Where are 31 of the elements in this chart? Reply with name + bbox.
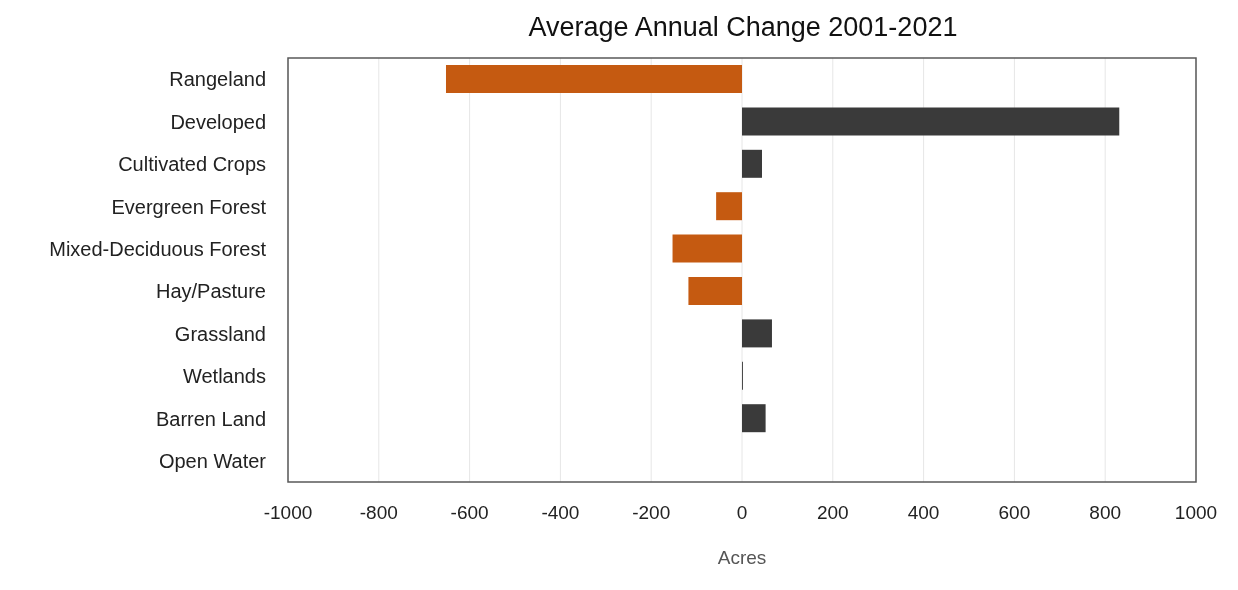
x-tick-label: -1000 (263, 502, 313, 524)
bar (672, 234, 742, 263)
bar (445, 65, 742, 93)
chart-title: Average Annual Change 2001-2021 (527, 12, 959, 43)
x-tick-label: 800 (1089, 502, 1122, 524)
x-tick-label: 200 (816, 502, 849, 524)
y-tick-label: Evergreen Forest (111, 195, 267, 218)
y-tick-label: Barren Land (155, 407, 266, 430)
y-tick-label: Developed (170, 110, 266, 133)
y-tick-label: Open Water (158, 449, 267, 472)
x-tick-label: -200 (632, 502, 671, 524)
x-tick-label: 400 (907, 502, 940, 524)
bar (742, 404, 766, 433)
y-tick-label: Wetlands (182, 365, 266, 388)
x-tick-label: 0 (736, 502, 748, 524)
y-tick-label: Cultivated Crops (118, 153, 266, 176)
x-tick-label: -400 (541, 502, 580, 524)
y-tick-label: Hay/Pasture (155, 280, 266, 303)
x-tick-label: 1000 (1174, 502, 1218, 524)
bar (716, 192, 742, 221)
x-tick-label: 600 (998, 502, 1031, 524)
x-tick-label: -800 (359, 502, 398, 524)
y-tick-label: Rangeland (169, 68, 266, 91)
x-tick-label: -600 (450, 502, 489, 524)
y-tick-label: Grassland (174, 322, 266, 345)
bar (742, 149, 762, 178)
y-tick-label: Mixed-Deciduous Forest (49, 237, 267, 260)
x-axis-title: Acres (717, 547, 767, 568)
bar (742, 319, 772, 348)
bar (742, 107, 1120, 136)
bar (688, 277, 742, 305)
